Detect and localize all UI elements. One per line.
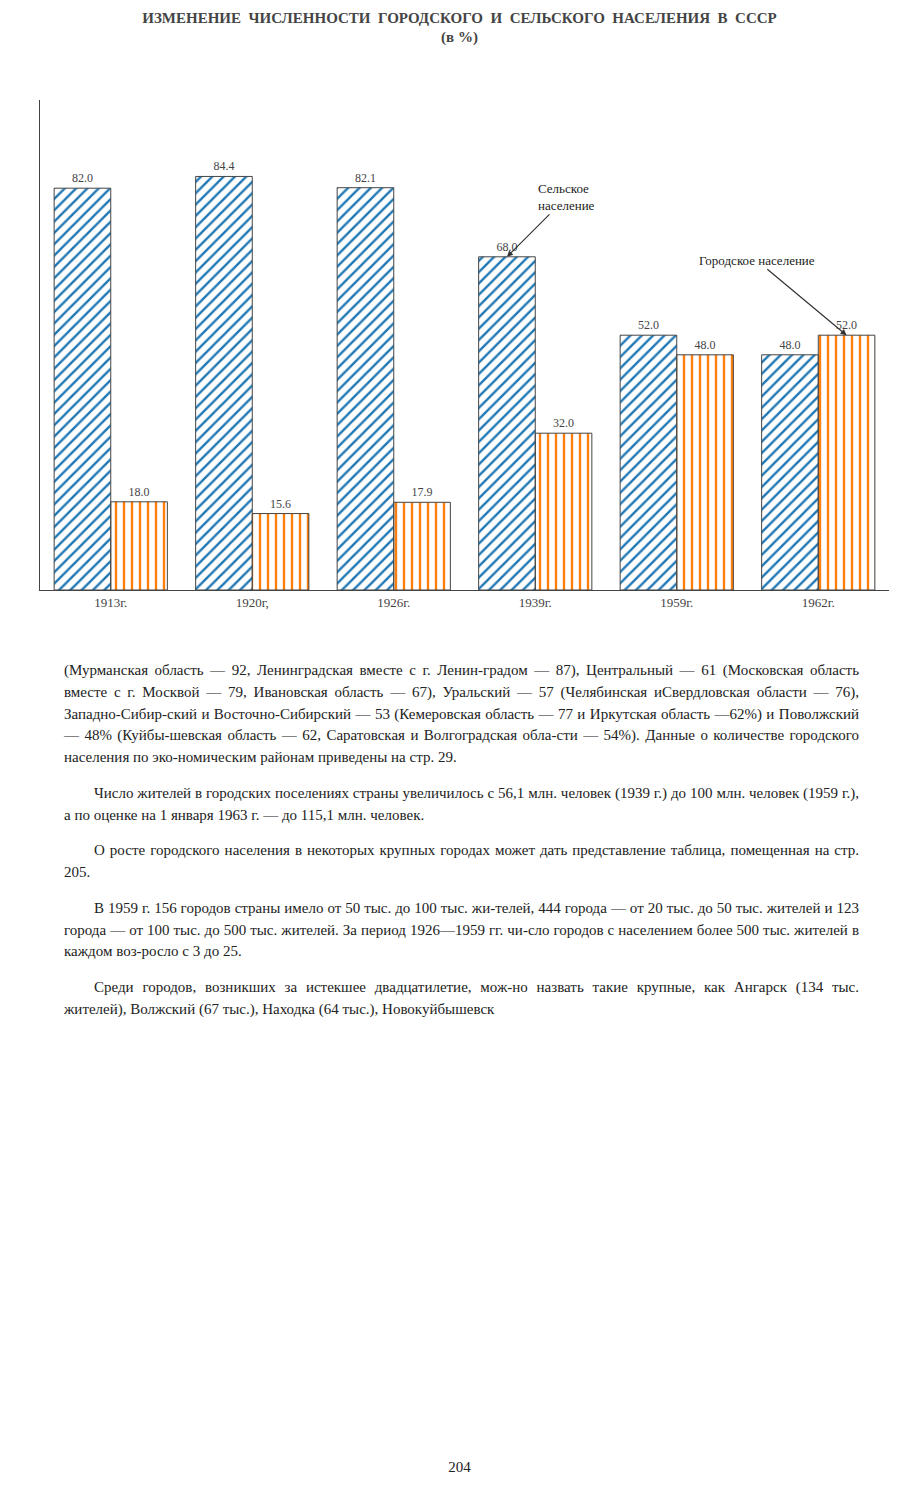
svg-text:18.0: 18.0 — [129, 485, 150, 499]
svg-text:Городское население: Городское население — [699, 253, 815, 268]
svg-text:ИЗМЕНЕНИЕ ЧИСЛЕННОСТИ ГОРОДС: ИЗМЕНЕНИЕ ЧИСЛЕННОСТИ ГОРОДСКОГО И СЕЛЬС… — [142, 10, 777, 47]
svg-text:84.4: 84.4 — [213, 159, 234, 173]
svg-text:Сельскоенаселение: Сельскоенаселение — [538, 181, 595, 213]
html-text:Число жителей в городских посе: Число жителей в городских поселениях стр… — [64, 784, 859, 823]
svg-text:1926г.: 1926г. — [377, 595, 410, 610]
html-text:О росте городского населения в: О росте городского населения в некоторых… — [64, 842, 859, 880]
svg-text:68.0: 68.0 — [496, 240, 517, 254]
html-text:(Мурманская область — 92, Лени: (Мурманская область — 92, Ленинградская … — [64, 662, 859, 765]
svg-text:82.0: 82.0 — [72, 171, 93, 185]
svg-text:1920г,: 1920г, — [236, 595, 269, 610]
svg-text:48.0: 48.0 — [695, 338, 716, 352]
html-text:В 1959 г. 156 городов страны и: В 1959 г. 156 городов страны имело от 50… — [64, 899, 859, 960]
svg-text:1939г.: 1939г. — [519, 595, 552, 610]
svg-text:48.0: 48.0 — [779, 338, 800, 352]
svg-text:82.1: 82.1 — [355, 171, 376, 185]
svg-text:17.9: 17.9 — [412, 485, 433, 499]
svg-text:1913г.: 1913г. — [94, 595, 127, 610]
svg-text:1962г.: 1962г. — [802, 595, 835, 610]
html-text:204: 204 — [448, 1459, 471, 1475]
html-text:Среди городов, возникших за ис: Среди городов, возникших за истекшее два… — [64, 979, 859, 1017]
svg-text:52.0: 52.0 — [638, 318, 659, 332]
svg-text:52.0: 52.0 — [836, 318, 857, 332]
svg-text:1959г.: 1959г. — [660, 595, 693, 610]
svg-text:32.0: 32.0 — [553, 416, 574, 430]
svg-text:15.6: 15.6 — [270, 497, 291, 511]
